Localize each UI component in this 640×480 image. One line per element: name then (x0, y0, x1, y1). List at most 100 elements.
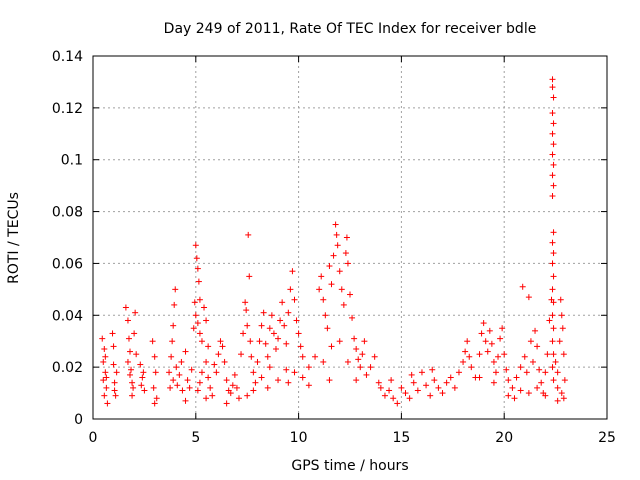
data-point (122, 304, 129, 311)
data-point (418, 369, 425, 376)
data-point (152, 369, 159, 376)
data-point (213, 369, 220, 376)
data-point (549, 260, 556, 267)
x-tick-label: 5 (191, 430, 200, 446)
data-point (186, 384, 193, 391)
data-point (447, 374, 454, 381)
data-point (221, 358, 228, 365)
data-point (439, 390, 446, 397)
data-point (320, 296, 327, 303)
data-point (525, 390, 532, 397)
data-point (240, 330, 247, 337)
data-point (103, 374, 110, 381)
data-point (466, 353, 473, 360)
data-point (316, 286, 323, 293)
data-point (336, 338, 343, 345)
data-point (503, 366, 510, 373)
data-point (536, 366, 543, 373)
data-point (219, 343, 226, 350)
data-point (130, 384, 137, 391)
data-point (102, 369, 109, 376)
data-point (550, 94, 557, 101)
data-point (505, 392, 512, 399)
data-point (207, 384, 214, 391)
data-point (260, 309, 267, 316)
data-point (336, 268, 343, 275)
data-point (523, 369, 530, 376)
data-point (398, 384, 405, 391)
data-point (268, 312, 275, 319)
data-point (505, 377, 512, 384)
data-point (549, 312, 556, 319)
data-point (127, 371, 134, 378)
data-point (490, 379, 497, 386)
data-point (464, 338, 471, 345)
data-point (151, 353, 158, 360)
data-point (196, 296, 203, 303)
data-point (468, 364, 475, 371)
data-point (549, 84, 556, 91)
data-point (525, 294, 532, 301)
data-point (344, 260, 351, 267)
data-point (549, 338, 556, 345)
data-point (211, 361, 218, 368)
data-point (196, 379, 203, 386)
data-point (320, 358, 327, 365)
data-point (299, 374, 306, 381)
data-point (349, 314, 356, 321)
data-point (353, 345, 360, 352)
data-point (277, 317, 284, 324)
data-point (295, 330, 302, 337)
data-point (478, 330, 485, 337)
data-point (361, 338, 368, 345)
data-point (172, 286, 179, 293)
data-point (495, 353, 502, 360)
data-point (270, 330, 277, 337)
grid-lines (93, 56, 607, 419)
data-point (353, 377, 360, 384)
data-point (333, 231, 340, 238)
data-points (99, 76, 568, 407)
data-point (326, 263, 333, 270)
data-point (386, 387, 393, 394)
data-point (112, 392, 119, 399)
y-tick-label: 0.08 (52, 205, 83, 221)
x-tick-label: 10 (290, 430, 308, 446)
data-point (431, 377, 438, 384)
data-point (102, 353, 109, 360)
data-point (299, 353, 306, 360)
data-point (153, 395, 160, 402)
data-point (238, 351, 245, 358)
data-point (243, 307, 250, 314)
data-point (550, 120, 557, 127)
data-point (272, 345, 279, 352)
data-point (347, 291, 353, 298)
data-point (550, 250, 557, 257)
data-point (527, 338, 534, 345)
data-point (488, 340, 495, 347)
data-point (182, 348, 189, 355)
data-point (342, 250, 349, 257)
data-point (127, 348, 134, 355)
data-point (244, 392, 251, 399)
data-point (194, 265, 201, 272)
data-point (557, 296, 564, 303)
data-point (560, 395, 567, 402)
data-point (198, 338, 205, 345)
data-point (266, 325, 273, 332)
data-point (559, 325, 566, 332)
data-point (262, 340, 269, 347)
data-point (549, 286, 556, 293)
data-point (388, 377, 395, 384)
data-point (100, 358, 107, 365)
data-point (363, 371, 370, 378)
data-point (205, 374, 212, 381)
data-point (250, 387, 257, 394)
data-point (223, 400, 230, 407)
data-point (209, 392, 216, 399)
data-point (215, 351, 222, 358)
x-axis-label: GPS time / hours (291, 458, 408, 474)
data-point (550, 377, 557, 384)
data-point (109, 330, 116, 337)
data-point (283, 340, 290, 347)
